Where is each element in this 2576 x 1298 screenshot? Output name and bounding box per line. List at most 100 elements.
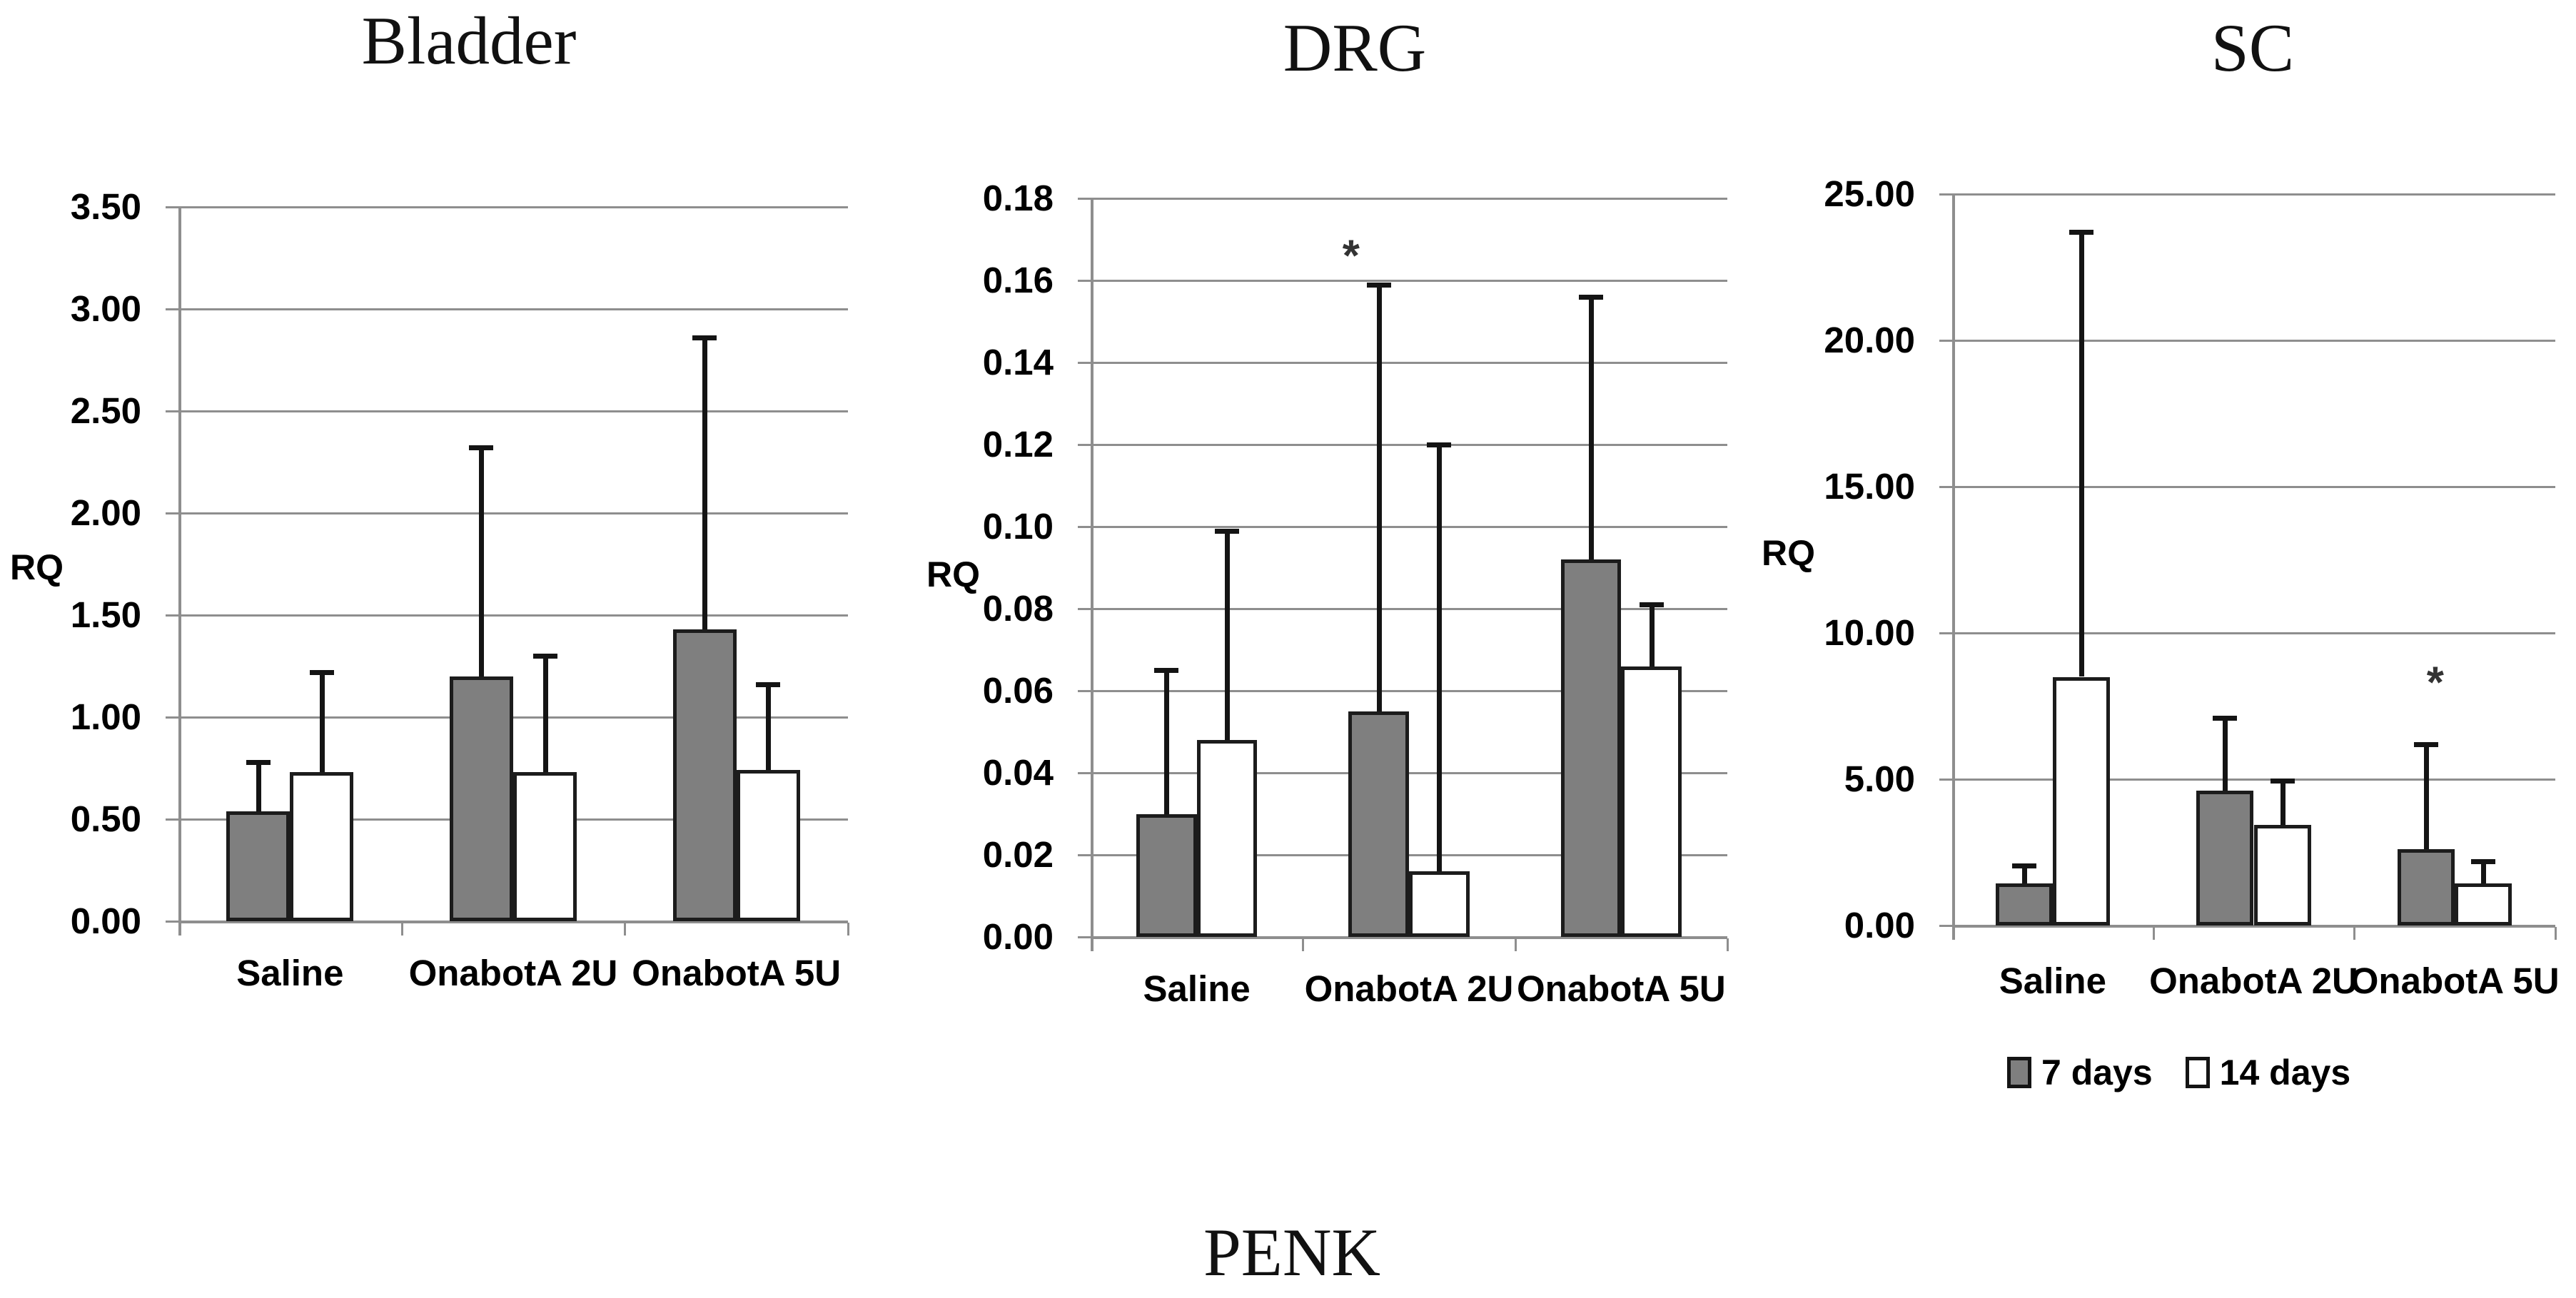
gridline [178,206,848,208]
gridline [1091,608,1727,610]
y-axis-label-sc: RQ [1762,533,1815,573]
x-tick [2555,927,2557,940]
category-label-OnabotA-5U: OnabotA 5U [1516,968,1726,1009]
gridline [178,512,848,514]
error-bar [542,656,548,773]
y-axis-label-bladder: RQ [10,547,64,587]
ytick-label: 2.00 [70,492,141,533]
y-tick [1939,632,1952,634]
ytick-label: 1.00 [70,696,141,737]
y-tick [1078,444,1091,446]
bar-7-days-OnabotA-5U [1560,559,1622,937]
chart-title-drg: DRG [1283,10,1427,86]
category-label-OnabotA-2U: OnabotA 2U [2149,960,2358,1001]
x-tick [1302,938,1305,951]
gridline [1091,198,1727,200]
error-bar-cap [2471,858,2496,864]
bar-14-days-OnabotA-5U [1621,666,1682,937]
ytick-label: 0.02 [982,834,1054,875]
category-label-OnabotA-5U: OnabotA 5U [2350,960,2560,1001]
ytick-label: 0.18 [982,178,1054,218]
y-tick [166,921,178,923]
bar-14-days-OnabotA-2U [513,772,577,921]
y-tick [1078,280,1091,282]
bar-14-days-OnabotA-2U [2253,824,2311,926]
ytick-label: 3.50 [70,186,141,227]
error-bar-cap [532,654,557,659]
y-tick [166,206,178,208]
ytick-label: 10.00 [1824,612,1915,653]
gridline [1091,362,1727,364]
legend-swatch-7-days [2007,1057,2031,1088]
error-bar [319,672,325,773]
x-tick [400,923,403,936]
y-tick [1078,690,1091,692]
category-label-Saline: Saline [236,953,344,993]
error-bar-cap [756,682,781,688]
error-bar [1588,297,1594,559]
ytick-label: 5.00 [1844,759,1915,799]
y-tick [1939,340,1952,342]
y-axis-label-drg: RQ [926,554,980,594]
legend-item: 7 days [2007,1052,2153,1093]
y-axis [1091,198,1093,951]
error-bar [1225,530,1231,740]
error-bar-cap [309,670,334,676]
x-tick [624,923,627,936]
error-bar-cap [2414,741,2439,747]
error-bar-cap [692,335,717,341]
legend-label: 14 days [2219,1053,2351,1092]
gridline [1952,340,2555,342]
y-tick [166,308,178,310]
bar-7-days-OnabotA-5U [672,629,737,921]
y-axis [1952,194,1955,940]
category-label-Saline: Saline [1143,968,1251,1009]
gridline [1091,854,1727,856]
bar-7-days-OnabotA-2U [2196,791,2254,926]
ytick-label: 0.08 [982,588,1054,629]
gridline [1952,632,2555,634]
error-bar [256,761,261,811]
bar-14-days-OnabotA-5U [2455,883,2512,926]
gridline [1091,444,1727,446]
legend: 7 days 14 days [2007,1052,2350,1093]
legend-swatch-14-days [2185,1057,2210,1088]
error-bar-cap [2270,779,2295,784]
y-tick [1078,362,1091,364]
category-label-OnabotA-2U: OnabotA 2U [408,953,618,993]
x-tick [847,923,849,936]
x-tick [2353,927,2356,940]
error-bar [2481,861,2487,883]
error-bar-cap [2011,863,2036,868]
significance-asterisk: * [2426,658,2444,708]
error-bar-cap [1578,295,1603,300]
error-bar [1164,670,1170,814]
bar-7-days-Saline [226,811,291,921]
y-tick [1939,779,1952,781]
ytick-label: 0.10 [982,506,1054,547]
y-tick [1078,198,1091,200]
error-bar [2021,865,2027,883]
error-bar-cap [1154,668,1179,674]
error-bar [1649,604,1655,666]
ytick-label: 0.50 [70,798,141,839]
ytick-label: 0.12 [982,424,1054,465]
ytick-label: 3.00 [70,288,141,329]
error-bar-cap [2069,230,2093,235]
error-bar-cap [1427,442,1452,447]
y-tick [166,716,178,719]
ytick-label: 0.00 [70,901,141,941]
bar-7-days-Saline [1136,813,1197,937]
legend-label: 7 days [2041,1053,2153,1092]
y-tick [1939,925,1952,927]
y-tick [1078,772,1091,774]
y-tick [1078,936,1091,938]
bar-14-days-OnabotA-2U [1409,871,1470,937]
gridline [178,614,848,617]
gridline [1952,193,2555,196]
gridline [1952,486,2555,488]
x-axis [1091,936,1727,939]
y-axis [178,207,181,936]
legend-item: 14 days [2185,1052,2351,1093]
significance-asterisk: * [1342,231,1360,280]
